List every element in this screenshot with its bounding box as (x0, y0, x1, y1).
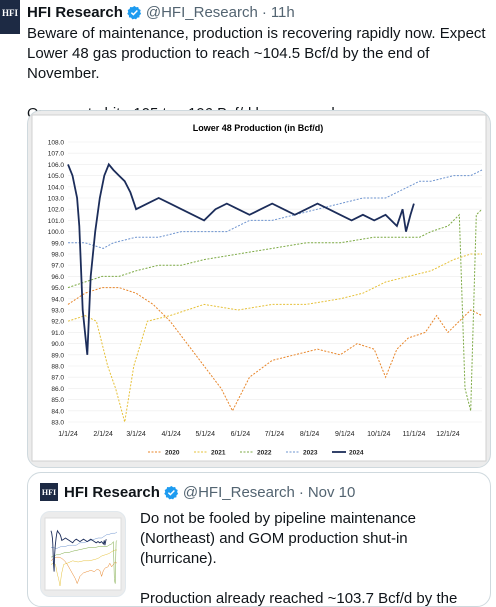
quote-avatar-text: HFI (41, 487, 57, 497)
y-tick-label: 102.0 (48, 207, 65, 214)
quote-paragraph: Production already reached ~103.7 Bcf/d … (140, 590, 458, 607)
x-tick-label: 6/1/24 (231, 431, 251, 438)
quote-author-handle[interactable]: @HFI_Research (182, 483, 295, 501)
thumbnail-series-line (50, 529, 107, 572)
y-tick-label: 103.0 (48, 196, 65, 203)
y-tick-label: 85.0 (51, 397, 64, 404)
y-tick-label: 87.0 (51, 375, 64, 382)
quote-text: Do not be fooled by pipeline maintenance… (140, 509, 480, 607)
y-tick-label: 108.0 (48, 140, 65, 147)
author-handle[interactable]: @HFI_Research (145, 4, 258, 21)
quoted-tweet[interactable]: HFI HFI Research @HFI_Research · Nov 10 … (27, 472, 491, 607)
y-tick-label: 107.0 (48, 151, 65, 158)
y-tick-label: 99.0 (51, 240, 64, 247)
series-line-2021 (67, 253, 482, 423)
y-tick-label: 89.0 (51, 352, 64, 359)
x-tick-label: 4/1/24 (161, 431, 181, 438)
y-tick-label: 95.0 (51, 285, 64, 292)
y-tick-label: 90.0 (51, 341, 64, 348)
y-tick-label: 91.0 (51, 330, 64, 337)
quote-header: HFI HFI Research @HFI_Research · Nov 10 (40, 483, 355, 501)
x-tick-label: 10/1/24 (367, 431, 390, 438)
y-tick-label: 92.0 (51, 319, 64, 326)
x-tick-label: 12/1/24 (436, 431, 459, 438)
tweet-time[interactable]: 11h (270, 4, 295, 21)
x-tick-label: 8/1/24 (300, 431, 320, 438)
header-separator: · (261, 4, 267, 21)
x-tick-label: 3/1/24 (126, 431, 146, 438)
y-tick-label: 101.0 (48, 218, 65, 225)
chart-title: Lower 48 Production (in Bcf/d) (193, 123, 324, 133)
legend-label: 2024 (349, 450, 364, 457)
tweet-text: Beware of maintenance, production is rec… (27, 24, 487, 124)
y-tick-label: 106.0 (48, 162, 65, 169)
legend-label: 2021 (211, 450, 226, 457)
chart-image[interactable]: Lower 48 Production (in Bcf/d) 108.0 107.… (27, 110, 491, 468)
quote-paragraph: Do not be fooled by pipeline maintenance… (140, 510, 417, 567)
y-tick-label: 96.0 (51, 274, 64, 281)
x-tick-label: 5/1/24 (196, 431, 216, 438)
x-tick-label: 1/1/24 (58, 431, 78, 438)
quote-avatar[interactable]: HFI (40, 483, 58, 501)
legend-label: 2020 (165, 450, 180, 457)
thumbnail-series-line (51, 531, 118, 550)
x-tick-label: 7/1/24 (265, 431, 285, 438)
y-tick-label: 97.0 (51, 263, 64, 270)
y-tick-label: 98.0 (51, 252, 64, 259)
tweet-header: HFI Research @HFI_Research · 11h (27, 4, 295, 21)
y-tick-label: 93.0 (51, 308, 64, 315)
y-tick-label: 100.0 (48, 229, 65, 236)
x-tick-label: 2/1/24 (93, 431, 113, 438)
thumbnail-chart (44, 517, 122, 591)
quote-author-name[interactable]: HFI Research (64, 483, 160, 501)
quote-chart-thumbnail[interactable] (40, 511, 126, 597)
series-line-2024 (67, 162, 415, 355)
thumbnail-series-line (50, 540, 118, 584)
series-line-2020 (67, 287, 483, 412)
production-chart: Lower 48 Production (in Bcf/d) 108.0 107.… (31, 114, 487, 462)
legend-label: 2023 (303, 450, 318, 457)
author-name[interactable]: HFI Research (27, 4, 123, 21)
verified-badge-icon (164, 485, 178, 499)
series-line-2022 (67, 208, 483, 411)
verified-badge-icon (127, 5, 141, 20)
y-tick-label: 83.0 (51, 420, 64, 427)
series-line-2023 (68, 169, 483, 249)
avatar-text: HFI (1, 8, 18, 18)
quote-date[interactable]: Nov 10 (307, 483, 356, 501)
y-tick-label: 94.0 (51, 296, 64, 303)
legend-label: 2022 (257, 450, 272, 457)
y-tick-label: 88.0 (51, 364, 64, 371)
x-tick-label: 11/1/24 (403, 431, 426, 438)
thumbnail-series-line (50, 556, 118, 585)
quote-separator: · (298, 483, 304, 501)
author-avatar[interactable]: HFI (0, 0, 20, 34)
y-tick-label: 86.0 (51, 386, 64, 393)
x-tick-label: 9/1/24 (335, 431, 355, 438)
y-tick-label: 84.0 (51, 408, 64, 415)
y-tick-label: 104.0 (48, 184, 65, 191)
thumbnail-series-line (50, 549, 117, 587)
tweet-paragraph: Beware of maintenance, production is rec… (27, 25, 486, 82)
y-tick-label: 105.0 (48, 173, 65, 180)
